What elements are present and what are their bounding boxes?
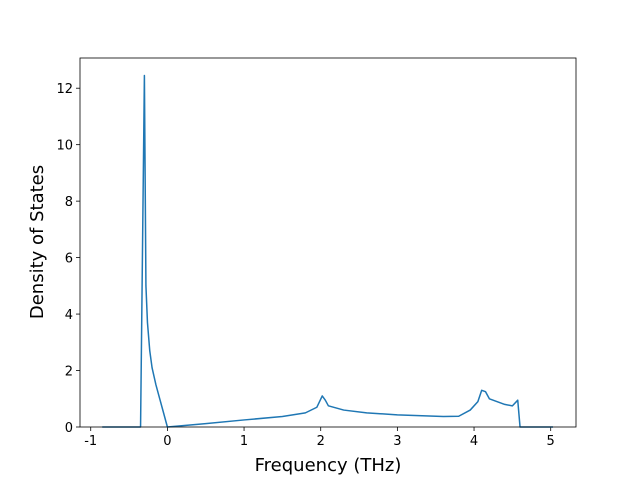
y-tick-label: 0 (65, 421, 73, 436)
line (102, 74, 553, 428)
y-tick-label: 12 (56, 82, 73, 97)
x-tick-label: 4 (470, 434, 478, 449)
y-tick-label: 4 (65, 308, 73, 323)
x-tick-label: 1 (240, 434, 248, 449)
x-axis-label: Frequency (THz) (255, 455, 402, 476)
plot-frame (79, 57, 577, 428)
x-tick-label: 0 (163, 434, 171, 449)
y-axis-label: Density of States (27, 165, 48, 319)
x-tick-label: 2 (317, 434, 325, 449)
y-tick-label: 8 (65, 195, 73, 210)
y-tick-label: 6 (65, 252, 73, 267)
y-tick-label: 10 (56, 139, 73, 154)
x-tick-label: -1 (84, 434, 97, 449)
x-tick-label: 5 (547, 434, 555, 449)
x-tick-label: 3 (393, 434, 401, 449)
y-tick-label: 2 (65, 365, 73, 380)
